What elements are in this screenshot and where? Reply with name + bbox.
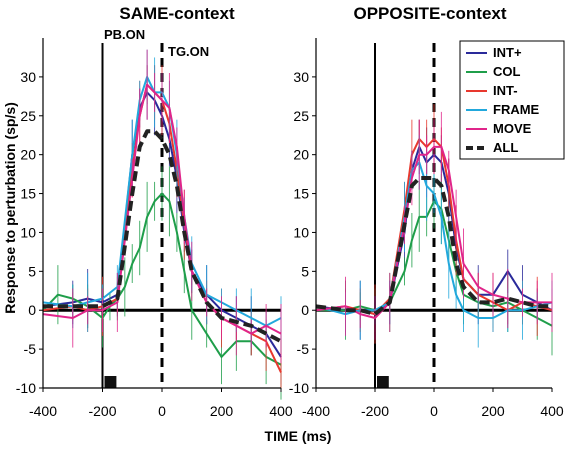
y-tick-label: 20 <box>293 147 309 163</box>
y-tick-label: 25 <box>293 108 309 124</box>
y-tick-label: -5 <box>297 341 310 357</box>
y-tick-label: 20 <box>20 147 36 163</box>
x-tick-label: 0 <box>158 403 166 419</box>
legend-entry-label: ALL <box>493 140 518 155</box>
x-tick-label: -400 <box>29 403 57 419</box>
series-line-frame <box>42 75 282 327</box>
legend-entry-label: FRAME <box>493 102 540 117</box>
x-tick-label: 0 <box>430 403 438 419</box>
y-tick-label: 5 <box>28 263 36 279</box>
panel-title-opposite: OPPOSITE-context <box>353 4 506 23</box>
y-tick-label: 25 <box>20 108 36 124</box>
series-line-all <box>315 176 552 317</box>
y-tick-label: 30 <box>20 69 36 85</box>
y-tick-label: 10 <box>293 224 309 240</box>
legend-entry-label: INT+ <box>493 45 522 60</box>
annotation-tg-on: TG.ON <box>168 44 209 59</box>
x-tick-label: -200 <box>88 403 116 419</box>
series-line-move <box>42 83 282 335</box>
y-tick-label: 0 <box>301 302 309 318</box>
x-tick-label: 200 <box>481 403 505 419</box>
y-tick-label: -10 <box>16 380 36 396</box>
x-tick-label: -200 <box>361 403 389 419</box>
series-line-all <box>43 129 282 344</box>
y-axis-label: Response to perturbation (sp/s) <box>2 102 18 314</box>
series-line-int-plus <box>42 91 282 358</box>
x-tick-label: 400 <box>540 403 564 419</box>
y-tick-label: 30 <box>293 69 309 85</box>
legend-box <box>459 40 565 160</box>
series-line-move <box>315 145 552 319</box>
y-tick-label: 10 <box>20 224 36 240</box>
x-tick-label: -400 <box>302 403 330 419</box>
y-tick-label: 15 <box>293 186 309 202</box>
series-line-frame <box>315 161 553 319</box>
legend: INT+ COL INT- FRAME MOVE ALL <box>459 40 565 160</box>
panel-opposite-context: OPPOSITE-context -10 -5 0 5 10 15 20 25 30 -400 -2… <box>289 4 564 419</box>
y-tick-label: 5 <box>301 263 309 279</box>
x-tick-label: 200 <box>210 403 234 419</box>
panel-title-same: SAME-context <box>119 4 235 23</box>
x-tick-label: 400 <box>269 403 293 419</box>
perturbation-bar-marker <box>104 376 117 388</box>
annotation-pb-on: PB.ON <box>104 27 145 42</box>
legend-entry-label: INT- <box>493 83 518 98</box>
panel-same-context: SAME-context -10 -5 0 5 10 15 20 25 30 -400 -200 0 2… <box>16 4 293 419</box>
y-tick-label: -5 <box>24 341 37 357</box>
x-axis-label: TIME (ms) <box>265 428 332 444</box>
legend-entry-label: COL <box>493 64 521 79</box>
y-tick-label: 15 <box>20 186 36 202</box>
y-tick-label: 0 <box>28 302 36 318</box>
perturbation-bar-marker <box>377 376 389 388</box>
legend-entry-label: MOVE <box>493 121 532 136</box>
y-tick-label: -10 <box>289 380 309 396</box>
